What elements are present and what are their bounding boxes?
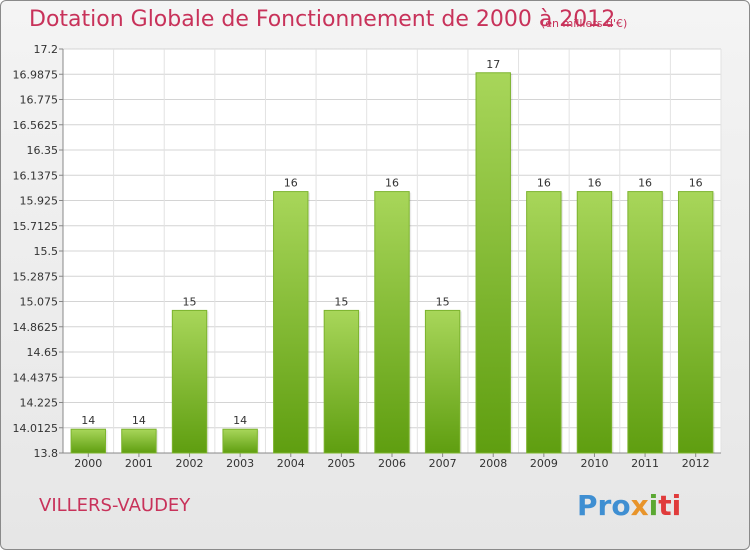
x-tick-label: 2002 [176,457,204,470]
bar [70,428,107,454]
data-label: 17 [486,58,500,71]
y-tick-label: 15.925 [20,195,59,208]
bar [273,191,309,454]
x-tick-label: 2005 [327,457,355,470]
bar [424,309,461,454]
bar [323,309,360,454]
proxiti-logo[interactable]: Proxiti [577,489,681,522]
y-tick-label: 14.65 [27,346,59,359]
bar [677,191,714,454]
y-tick-label: 16.5625 [13,119,59,132]
y-tick-label: 15.2875 [13,270,59,283]
y-tick-label: 14.8625 [13,321,59,334]
data-label: 16 [638,177,652,190]
data-label: 14 [233,414,247,427]
data-label: 16 [385,177,399,190]
bar [576,191,613,454]
chart-title: Dotation Globale de Fonctionnement de 20… [29,7,616,32]
x-tick-label: 2008 [479,457,507,470]
y-tick-label: 16.775 [20,94,59,107]
y-tick-label: 15.5 [34,245,59,258]
logo-part-3: i [648,489,659,522]
x-tick-label: 2000 [74,457,102,470]
x-tick-label: 2012 [682,457,710,470]
data-label: 14 [81,414,95,427]
x-tick-label: 2003 [226,457,254,470]
data-label: 15 [436,295,450,308]
x-tick-label: 2004 [277,457,305,470]
x-tick-label: 2006 [378,457,406,470]
bar [475,72,511,454]
bar [222,428,258,454]
labels: 13.8 14.0125 14.225 14.4375 14.65 14.8625 15.0… [13,43,710,470]
data-label: 15 [183,295,197,308]
data-label: 14 [132,414,146,427]
bar [627,191,663,454]
data-label: 15 [334,295,348,308]
bar [374,191,410,454]
y-tick-label: 16.9875 [13,68,59,81]
data-label: 16 [284,177,298,190]
y-tick-label: 16.35 [27,144,59,157]
bar [171,309,208,454]
chart-unit: (en milliers d'€) [541,17,628,30]
y-tick-label: 16.1375 [13,169,59,182]
y-tick-label: 14.4375 [13,371,59,384]
bar [526,191,562,454]
bar [121,428,157,454]
y-tick-label: 15.075 [20,296,59,309]
logo-part-4: ti [658,489,682,522]
x-tick-label: 2007 [429,457,457,470]
x-tick-label: 2001 [125,457,153,470]
bars [70,72,715,454]
commune-name: VILLERS-VAUDEY [39,495,191,516]
y-tick-label: 13.8 [34,447,59,460]
data-label: 16 [587,177,601,190]
x-tick-label: 2009 [530,457,558,470]
y-tick-label: 17.2 [34,43,59,56]
y-tick-label: 14.225 [20,397,59,410]
logo-part-2: x [630,489,649,522]
y-tick-label: 14.0125 [13,422,59,435]
y-tick-label: 15.7125 [13,220,59,233]
data-label: 16 [689,177,703,190]
logo-part-1: Pro [577,489,631,522]
x-tick-label: 2011 [631,457,659,470]
x-tick-label: 2010 [580,457,608,470]
data-label: 16 [537,177,551,190]
